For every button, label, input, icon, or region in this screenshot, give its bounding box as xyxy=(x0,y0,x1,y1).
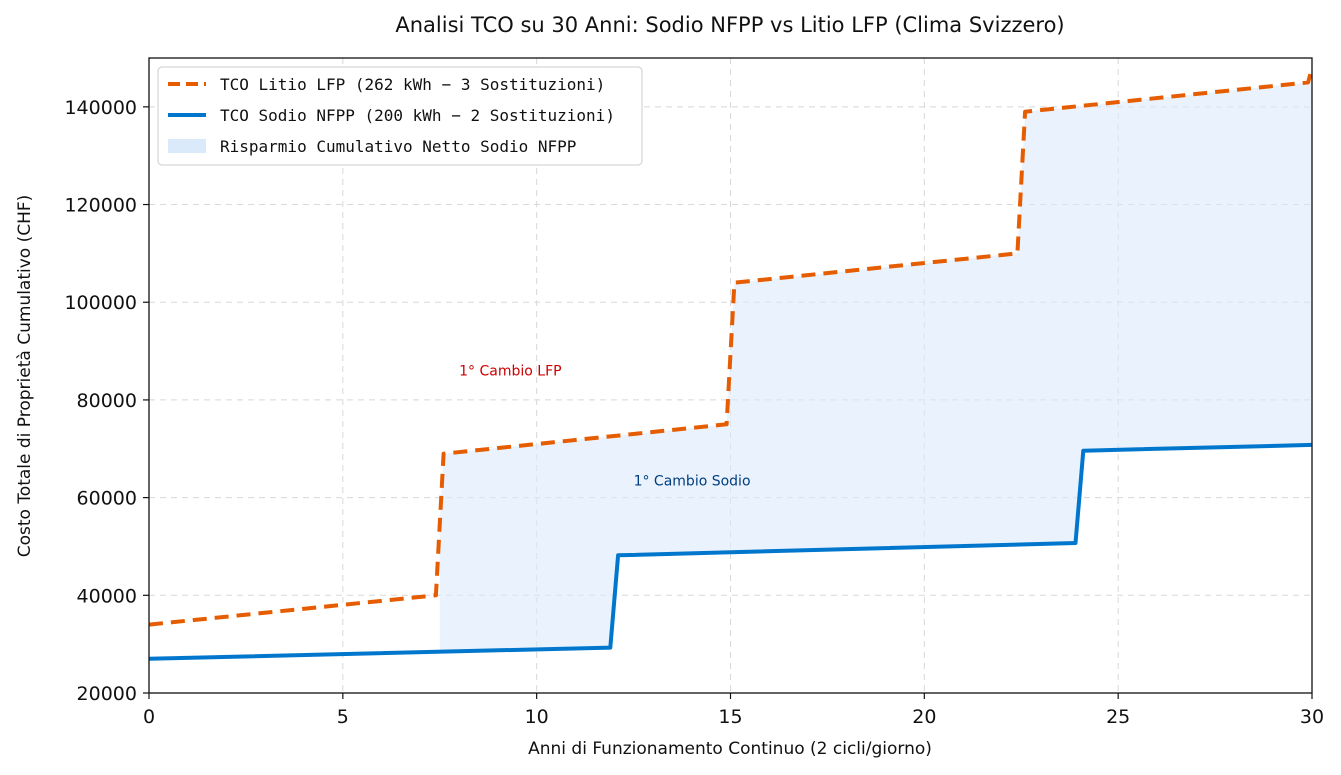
annotation-label: 1° Cambio LFP xyxy=(459,364,561,380)
x-tick-label: 5 xyxy=(337,706,349,728)
chart-title: Analisi TCO su 30 Anni: Sodio NFPP vs Li… xyxy=(395,13,1064,37)
x-axis-label: Anni di Funzionamento Continuo (2 cicli/… xyxy=(528,739,932,759)
annotations: 1° Cambio LFP 1° Cambio Sodio xyxy=(459,364,750,490)
series-layer xyxy=(148,67,1314,661)
legend-label-nfpp: TCO Sodio NFPP (200 kWh − 2 Sostituzioni… xyxy=(220,106,615,125)
y-tick-label: 100000 xyxy=(64,292,137,314)
series-line-lfp xyxy=(148,67,1314,627)
y-tick-label: 120000 xyxy=(64,195,137,217)
legend: TCO Litio LFP (262 kWh − 3 Sostituzioni)… xyxy=(157,66,643,166)
x-tick-label: 25 xyxy=(1106,706,1130,728)
y-tick-label: 20000 xyxy=(77,683,137,705)
x-tick-label: 10 xyxy=(525,706,549,728)
legend-label-savings: Risparmio Cumulativo Netto Sodio NFPP xyxy=(220,137,576,156)
legend-label-lfp: TCO Litio LFP (262 kWh − 3 Sostituzioni) xyxy=(220,75,605,94)
x-tick-label: 15 xyxy=(718,706,742,728)
savings-fill-layer xyxy=(439,67,1312,652)
x-tick-label: 30 xyxy=(1300,706,1324,728)
legend-box xyxy=(157,66,643,166)
x-tick-label: 0 xyxy=(143,706,155,728)
x-tick-label: 20 xyxy=(912,706,936,728)
y-tick-label: 140000 xyxy=(64,97,137,119)
y-tick-label: 40000 xyxy=(77,585,137,607)
series-line-nfpp xyxy=(148,442,1313,661)
annotation-label: 1° Cambio Sodio xyxy=(634,473,751,489)
savings-area xyxy=(439,67,1312,652)
x-axis-ticks: 0 5 10 15 20 25 30 xyxy=(143,693,1324,728)
legend-swatch-savings xyxy=(168,139,206,153)
y-axis-label: Costo Totale di Proprietà Cumulativo (CH… xyxy=(15,195,35,558)
y-tick-label: 60000 xyxy=(77,488,137,510)
y-axis-ticks: 20000 40000 60000 80000 100000 120000 140000 xyxy=(64,97,149,705)
y-tick-label: 80000 xyxy=(77,390,137,412)
